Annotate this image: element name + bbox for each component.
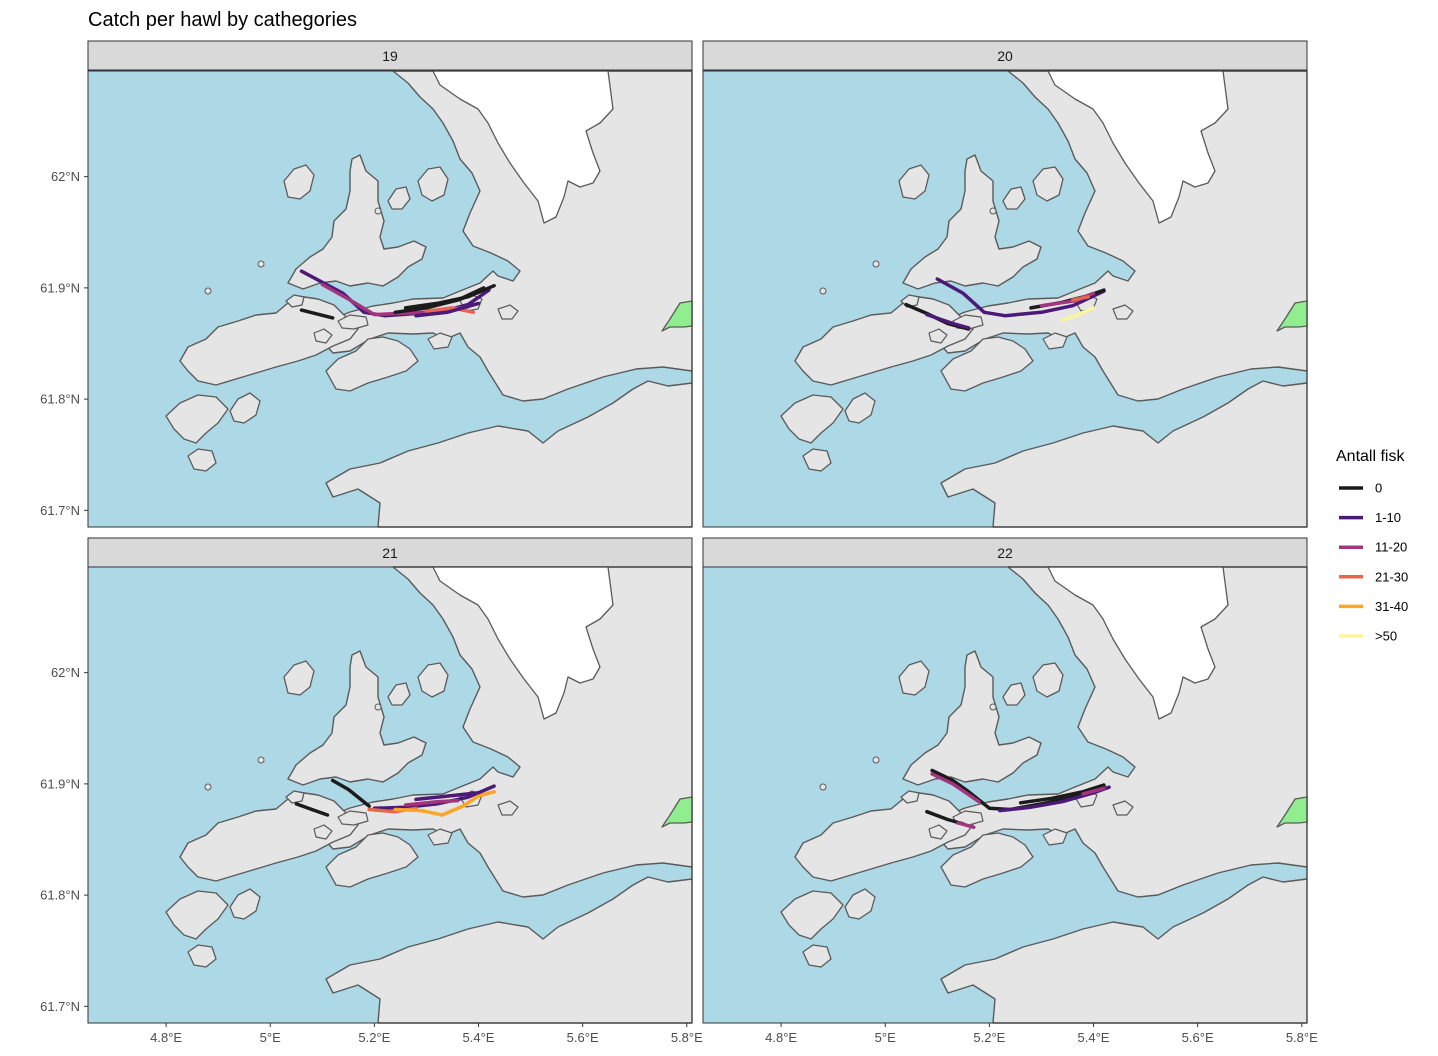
y-tick-label: 62°N [51, 169, 80, 184]
x-tick-label: 5°E [875, 1030, 896, 1045]
hawl-track [330, 778, 371, 808]
hawl-track [930, 772, 981, 804]
hawl-track [393, 789, 496, 817]
hawl-track [414, 791, 481, 802]
facet-21: 21 [87, 537, 693, 1024]
x-tick-label: 5.6°E [567, 1030, 599, 1045]
legend-label: 21-30 [1375, 569, 1408, 584]
hawl-track [925, 312, 971, 330]
track-layer [294, 778, 496, 817]
hawl-track [299, 308, 335, 320]
y-tick-label: 62°N [51, 665, 80, 680]
chart-title: Catch per hawl by cathegories [88, 9, 357, 31]
legend-label: 11-20 [1375, 540, 1407, 555]
x-tick-label: 4.8°E [150, 1030, 182, 1045]
facet-label: 19 [382, 48, 398, 64]
x-tick-label: 5.6°E [1182, 1030, 1214, 1045]
y-tick-label: 61.7°N [40, 503, 80, 518]
hawl-track [1081, 786, 1106, 796]
x-tick-label: 5.4°E [463, 1030, 495, 1045]
x-tick-label: 5.2°E [358, 1030, 390, 1045]
hawl-track [1070, 295, 1091, 302]
legend-label: 31-40 [1375, 599, 1408, 614]
facet-strip [702, 40, 1308, 71]
legend-label: 1-10 [1375, 510, 1401, 525]
facet-strip [702, 537, 1308, 568]
map-panel [87, 566, 693, 1024]
y-axis-bottom: 61.7°N 61.8°N 61.9°N 62°N [40, 665, 88, 1014]
map-panel [702, 566, 1308, 1024]
y-tick-label: 61.8°N [40, 392, 80, 407]
hawl-track [424, 306, 476, 315]
y-tick-label: 61.8°N [40, 888, 80, 903]
facet-label: 22 [997, 545, 1013, 561]
y-axis: 61.7°N 61.8°N 61.9°N 62°N 61.7°N 61.8°N 61.9°… [40, 169, 88, 1014]
track-layer [925, 768, 1111, 830]
hawl-track [1060, 306, 1096, 322]
y-tick-label: 61.9°N [40, 280, 80, 295]
map-panel [702, 70, 1308, 528]
hawl-track [1018, 783, 1106, 805]
track-layer [299, 269, 496, 320]
y-tick-label: 61.9°N [40, 776, 80, 791]
x-tick-label: 5.4°E [1078, 1030, 1110, 1045]
facet-19: 19 [87, 40, 693, 528]
facet-20: 20 [702, 40, 1308, 528]
legend-label: 0 [1375, 481, 1382, 496]
x-axis: 4.8°E 5°E 5.2°E 5.4°E 5.6°E 5.8°E 4.8°E 5°E 5.2… [150, 1023, 1318, 1045]
hawl-track [935, 277, 1106, 318]
facet-22: 22 [702, 537, 1308, 1024]
hawl-track [294, 802, 330, 817]
legend-label: >50 [1375, 629, 1397, 644]
x-axis-right: 4.8°E 5°E 5.2°E 5.4°E 5.6°E 5.8°E [765, 1023, 1318, 1045]
track-layer [904, 277, 1106, 331]
x-tick-label: 5.8°E [671, 1030, 703, 1045]
legend-title: Antall fisk [1336, 448, 1405, 465]
facet-label: 21 [382, 545, 398, 561]
hawl-track [403, 798, 460, 807]
facet-label: 20 [997, 48, 1013, 64]
map-panel [87, 70, 693, 528]
legend: Antall fisk 0 1-10 11-20 21-30 31-40 >50 [1336, 448, 1408, 644]
x-tick-label: 4.8°E [765, 1030, 797, 1045]
hawl-track [393, 286, 486, 315]
y-axis-top: 61.7°N 61.8°N 61.9°N 62°N [40, 169, 88, 518]
facet-strip [87, 40, 693, 71]
x-axis-left: 4.8°E 5°E 5.2°E 5.4°E 5.6°E 5.8°E [150, 1023, 703, 1045]
x-tick-label: 5.8°E [1286, 1030, 1318, 1045]
legend-items: 0 1-10 11-20 21-30 31-40 >50 [1339, 481, 1408, 644]
x-tick-label: 5.2°E [973, 1030, 1005, 1045]
hawl-track [414, 301, 481, 318]
hawl-track [956, 821, 976, 830]
y-tick-label: 61.7°N [40, 999, 80, 1014]
x-tick-label: 5°E [260, 1030, 281, 1045]
facet-strip [87, 537, 693, 568]
